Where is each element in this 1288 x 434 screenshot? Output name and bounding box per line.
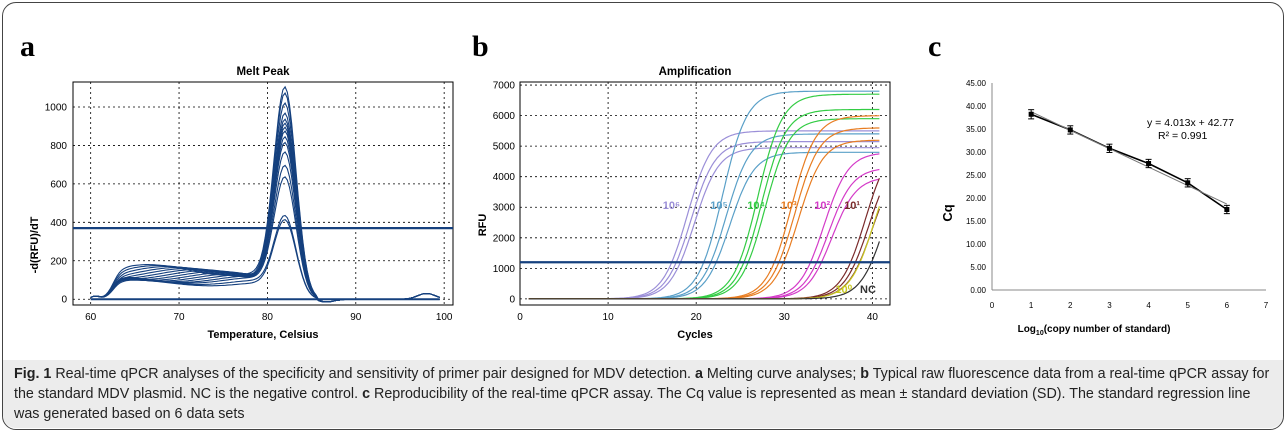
panel-a-letter: a	[20, 30, 35, 63]
y-tick-label: 6000	[493, 111, 516, 122]
amplification-chart: Amplification RFU Cycles 0 10 20 30 40 0 1000 2…	[477, 66, 891, 341]
data-point	[1224, 207, 1230, 212]
x-axis-label: Temperature, Celsius	[207, 329, 318, 341]
amplification-curve	[528, 241, 880, 300]
data-point	[1106, 145, 1112, 151]
x-tick-label: 7	[1264, 301, 1269, 310]
caption-intro: Real-time qPCR analyses of the specifici…	[51, 366, 695, 382]
r-squared: R² = 0.991	[1158, 130, 1207, 142]
caption-b-label: b	[860, 366, 870, 382]
y-tick-label: 1000	[45, 102, 68, 113]
x-tick-label: 6	[1225, 301, 1230, 310]
caption-background	[3, 360, 1283, 428]
x-tick-label: 20	[691, 312, 703, 323]
x-tick-label: 10	[603, 312, 615, 323]
series-label: 10⁰	[835, 284, 852, 296]
x-tick-label: 70	[173, 312, 185, 323]
series-label: 10⁶	[663, 200, 680, 212]
x-tick-label: 4	[1146, 301, 1151, 310]
y-axis-label: Cq	[940, 204, 955, 221]
melt-peak-chart: Melt Peak -d(RFU)/dT Temperature, Celsiu…	[29, 66, 454, 341]
y-axis-label: -d(RFU)/dT	[29, 216, 41, 273]
chart-title: Melt Peak	[236, 66, 290, 78]
figure-label: Fig. 1	[14, 366, 52, 382]
y-tick-label: 5000	[493, 142, 516, 153]
y-tick-label: 30.00	[966, 148, 987, 157]
x-axis-label: Cycles	[677, 329, 712, 341]
data-point	[1146, 161, 1152, 166]
data-point	[1185, 180, 1191, 186]
caption-b-text: Typical raw fluorescence data from a rea…	[14, 366, 1270, 402]
panel-c-letter: c	[928, 30, 942, 63]
panel-b-letter: b	[472, 30, 489, 63]
y-tick-label: 5.00	[970, 263, 986, 272]
series-label: 10³	[781, 200, 797, 212]
caption-c-label: c	[362, 386, 371, 402]
series-label: 10¹	[844, 200, 860, 212]
x-tick-label: 0	[990, 301, 995, 310]
x-tick-label: 1	[1029, 301, 1034, 310]
y-tick-label: 15.00	[966, 217, 987, 226]
x-tick-label: 90	[350, 312, 362, 323]
y-tick-label: 40.00	[966, 102, 987, 111]
x-axis-label: Log10(copy number of standard)	[1018, 324, 1171, 337]
y-tick-label: 10.00	[966, 240, 987, 249]
regression-equation: y = 4.013x + 42.77	[1147, 117, 1234, 129]
data-point	[1028, 111, 1034, 117]
chart-title: Amplification	[659, 66, 732, 78]
series-label: 10²	[814, 200, 830, 212]
series-label: NC	[860, 284, 876, 296]
figure-caption: Fig. 1 Real-time qPCR analyses of the sp…	[14, 364, 1276, 424]
x-tick-label: 100	[436, 312, 453, 323]
x-tick-label: 3	[1107, 301, 1112, 310]
x-tick-label: 5	[1185, 301, 1190, 310]
x-tick-label: 2	[1068, 301, 1073, 310]
y-tick-label: 0	[509, 294, 515, 305]
y-axis-label: RFU	[477, 214, 489, 237]
y-tick-label: 800	[50, 141, 67, 152]
y-tick-label: 4000	[493, 172, 516, 183]
caption-a-text: Melting curve analyses;	[702, 366, 861, 382]
y-tick-label: 45.00	[966, 79, 987, 88]
x-tick-label: 40	[867, 312, 879, 323]
y-tick-label: 0	[61, 295, 67, 306]
y-tick-label: 600	[50, 179, 67, 190]
y-tick-label: 400	[50, 218, 67, 229]
data-point	[1067, 127, 1073, 133]
x-tick-label: 80	[262, 312, 274, 323]
y-tick-label: 25.00	[966, 171, 987, 180]
x-tick-label: 60	[85, 312, 97, 323]
regression-line	[1030, 111, 1228, 205]
caption-a-label: a	[694, 366, 703, 382]
series-label: 10⁴	[747, 200, 765, 212]
standard-curve-chart: Cq Log10(copy number of standard) y = 4.…	[940, 79, 1269, 337]
y-tick-label: 200	[50, 256, 67, 267]
x-tick-label: 0	[517, 312, 523, 323]
series-label: 10⁵	[710, 200, 727, 212]
caption-c-text: Reproducibility of the real-time qPCR as…	[14, 386, 1251, 422]
y-tick-label: 1000	[493, 264, 516, 275]
y-tick-label: 7000	[493, 81, 516, 92]
y-tick-label: 2000	[493, 233, 516, 244]
y-tick-label: 3000	[493, 203, 516, 214]
x-tick-label: 30	[779, 312, 791, 323]
y-tick-label: 20.00	[966, 194, 987, 203]
y-tick-label: 0.00	[970, 286, 986, 295]
y-tick-label: 35.00	[966, 125, 987, 134]
